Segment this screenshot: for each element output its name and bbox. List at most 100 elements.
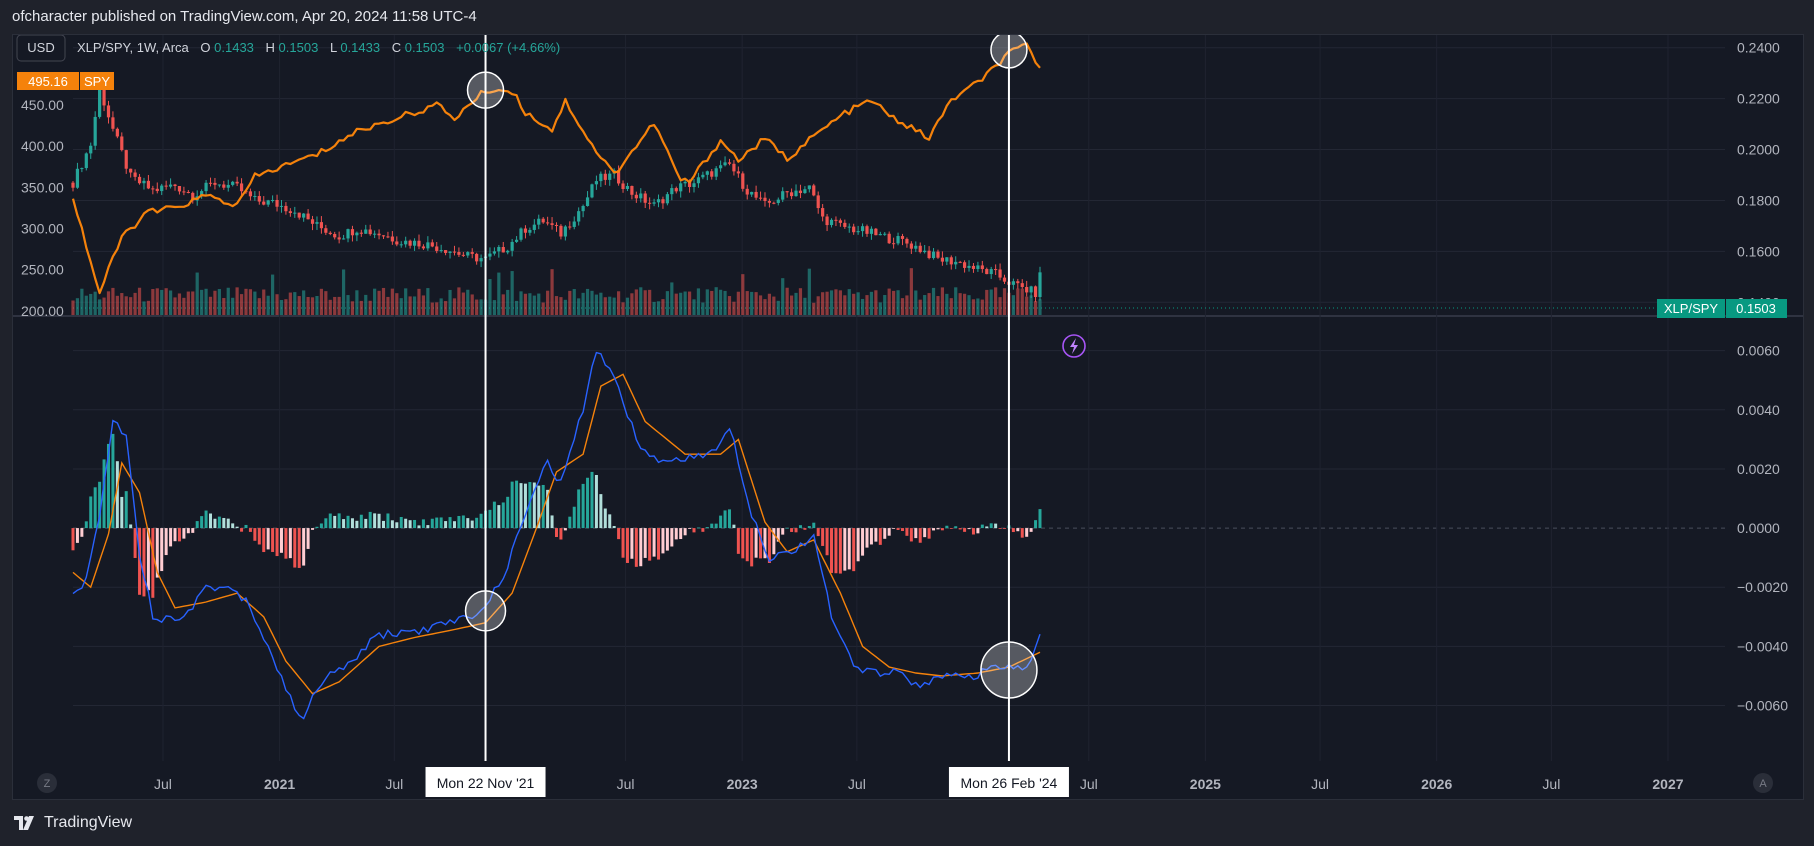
chart-canvas[interactable]: Mon 22 Nov '21 Mon 26 Feb '24 0.2400 0.220… <box>13 31 1803 799</box>
candle-body <box>892 243 896 245</box>
volume-bar <box>315 295 319 315</box>
volume-bar <box>248 289 253 315</box>
candle-body <box>359 232 363 234</box>
macd-histogram-bar <box>324 518 328 529</box>
zoom-reset-button[interactable]: Z <box>37 773 57 793</box>
macd-histogram-bar <box>812 522 816 529</box>
candle-body <box>337 237 341 240</box>
volume-bar <box>603 297 607 315</box>
chart-frame[interactable]: Mon 22 Nov '21 Mon 26 Feb '24 0.2400 0.220… <box>12 31 1804 800</box>
legend-high-value: 0.1503 <box>279 40 319 55</box>
candle-body <box>368 229 372 235</box>
xlp-badge-label: XLP/SPY <box>1664 301 1719 316</box>
candle-body <box>1002 277 1007 282</box>
macd-histogram-bar <box>501 502 505 529</box>
volume-bar <box>896 290 900 315</box>
volume-bar <box>710 290 714 315</box>
candle-body <box>133 172 137 177</box>
candle-body <box>479 258 483 262</box>
macd-histogram-bar <box>719 515 723 529</box>
candle-body <box>310 219 315 224</box>
candle-body <box>102 87 106 106</box>
macd-histogram-bar <box>830 528 834 573</box>
lightning-icon[interactable] <box>1062 334 1086 358</box>
macd-histogram-bar <box>213 518 217 529</box>
candle-body <box>386 236 390 238</box>
candle-body <box>656 199 661 203</box>
volume-bar <box>288 292 292 315</box>
macd-histogram-bar <box>741 528 745 559</box>
candle-body <box>120 136 124 151</box>
volume-bar <box>758 295 763 315</box>
volume-bar <box>971 299 976 315</box>
macd-histogram-bar <box>767 528 771 564</box>
macd-histogram-bar <box>816 528 820 537</box>
macd-histogram-bar <box>435 517 439 529</box>
macd-histogram-bar <box>887 528 891 536</box>
volume-bar <box>900 298 905 315</box>
candle-body <box>856 231 860 233</box>
volume-bar <box>945 293 949 315</box>
volume-bar <box>510 271 514 315</box>
macd-histogram-bar <box>790 528 794 532</box>
candle-body <box>160 185 164 192</box>
candle-body <box>736 171 740 174</box>
candle-body <box>164 185 168 187</box>
candle-body <box>306 213 310 220</box>
candle-body <box>297 212 301 218</box>
volume-bar <box>789 295 794 315</box>
macd-histogram-bar <box>169 528 173 547</box>
macd-histogram-bar <box>918 528 922 543</box>
volume-bar <box>297 296 301 315</box>
volume-bar <box>1016 288 1020 315</box>
volume-bar <box>727 296 732 315</box>
macd-histogram-bar <box>466 518 470 529</box>
macd-pane <box>71 351 1042 720</box>
macd-histogram-bar <box>550 515 554 529</box>
volume-bar <box>120 293 124 315</box>
footer-brand[interactable]: TradingView <box>14 814 132 832</box>
volume-bar <box>776 300 780 315</box>
macd-histogram-bar <box>1020 528 1024 538</box>
volume-bar <box>71 300 75 315</box>
candle-body <box>803 189 807 194</box>
candle-body <box>945 257 949 262</box>
volume-bar <box>257 298 261 315</box>
candle-body <box>248 191 253 197</box>
time-axis-tick: Jul <box>1542 776 1560 792</box>
marker-date-label-bg <box>425 767 546 797</box>
volume-bar <box>785 287 789 315</box>
macd-histogram-bar <box>488 509 492 529</box>
macd-histogram-bar <box>146 528 150 591</box>
macd-histogram-bar <box>883 528 887 539</box>
publisher-line: ofcharacter published on TradingView.com… <box>12 8 477 25</box>
volume-bar <box>998 297 1002 315</box>
volume-bar <box>350 301 355 315</box>
auto-scale-button[interactable]: A <box>1753 773 1773 793</box>
volume-bar <box>537 293 541 315</box>
candle-body <box>235 181 239 184</box>
time-axis-tick: 2027 <box>1652 776 1683 792</box>
candle-body <box>399 244 403 246</box>
macd-histogram-bar <box>878 528 882 545</box>
candle-body <box>1016 281 1020 284</box>
candle-body <box>426 242 430 249</box>
candle-body <box>563 226 567 237</box>
volume-bar <box>1011 295 1015 315</box>
macd-histogram-bar <box>226 518 230 529</box>
macd-histogram-bar <box>1038 509 1042 529</box>
volume-bar <box>275 294 279 315</box>
candle-body <box>865 226 869 234</box>
macd-histogram-bar <box>102 459 106 529</box>
volume-bar <box>293 292 297 315</box>
currency-button[interactable] <box>16 34 66 62</box>
volume-bar <box>80 288 84 315</box>
macd-histogram-bar <box>364 518 368 529</box>
volume-bar <box>111 287 115 315</box>
candle-body <box>905 238 909 244</box>
candle-body <box>177 186 182 192</box>
candle-body <box>750 191 754 195</box>
macd-histogram-bar <box>373 513 377 529</box>
macd-histogram-bar <box>408 520 412 529</box>
volume-bar <box>448 289 452 315</box>
